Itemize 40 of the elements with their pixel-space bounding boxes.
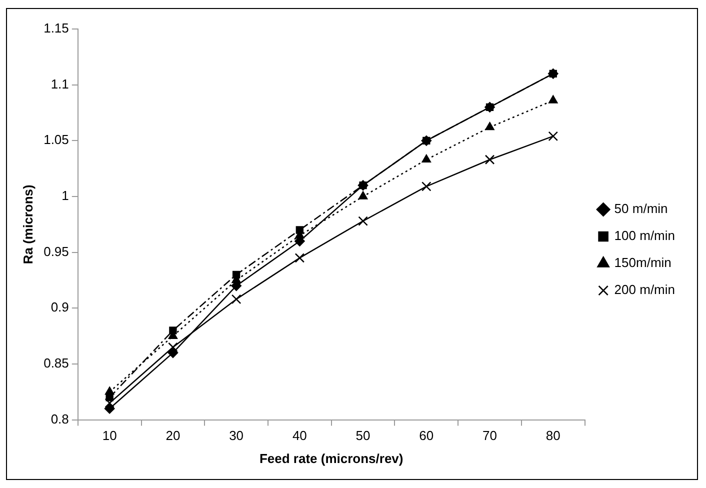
point [294,253,305,263]
point [168,348,178,358]
x-tick-label: 30 [229,428,244,444]
y-tick-label: 0.9 [50,300,69,315]
x-tick-label: 20 [166,428,180,444]
point [358,191,368,200]
y-tick-label: 0.85 [44,356,69,371]
point [169,326,177,334]
x-tick-label: 60 [419,428,434,444]
y-tick-label: 1.15 [44,20,69,36]
point [358,216,368,226]
y-tick-label: 0.95 [44,244,69,259]
point [422,182,432,192]
point [106,394,114,402]
y-tick-label: 0.8 [50,411,69,426]
point [104,398,114,408]
legend-label: 100 m/min [614,228,676,244]
point [104,403,115,414]
x-axis-title: Feed rate (microns/rev) [259,450,404,466]
legend-label: 50 m/min [614,201,668,216]
legend-label: 200 m/min [614,282,676,298]
point [168,342,178,352]
point [548,131,558,142]
x-tick-label: 50 [356,428,370,444]
x-tick-label: 10 [102,428,117,444]
point [484,154,495,165]
legend-label: 150m/min [614,255,672,270]
point [485,122,494,130]
point [548,95,558,104]
x-tick-label: 40 [292,428,307,444]
point [231,294,242,304]
y-axis-title: Ra (microns) [20,184,36,264]
point [422,154,431,163]
x-tick-label: 70 [482,428,497,444]
y-tick-label: 1.1 [50,76,69,92]
y-tick-label: 1 [62,188,69,204]
point [296,226,304,234]
y-tick-label: 1.05 [44,132,69,148]
x-tick-label: 80 [546,428,560,444]
point [232,270,240,278]
